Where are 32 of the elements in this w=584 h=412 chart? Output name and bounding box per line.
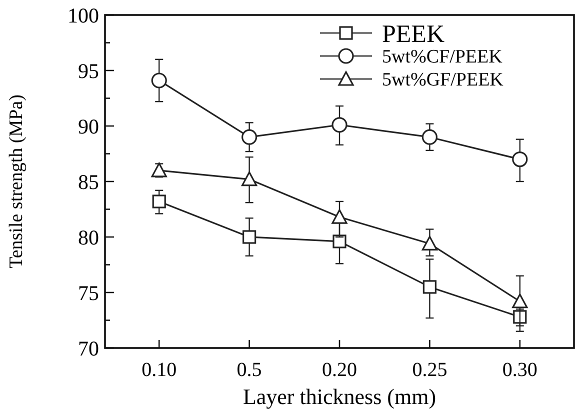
legend-label: 5wt%CF/PEEK xyxy=(382,46,503,68)
point xyxy=(332,234,346,248)
point xyxy=(152,194,166,208)
y-tick-label: 70 xyxy=(78,336,99,360)
point xyxy=(513,310,527,324)
point xyxy=(422,280,436,294)
x-tick-label: 0.10 xyxy=(142,359,177,381)
point xyxy=(242,171,258,186)
x-tick-label: 0.5 xyxy=(236,359,262,381)
y-tick-label: 90 xyxy=(78,114,99,138)
y-axis-title: Tensile strength (MPa) xyxy=(6,94,27,268)
y-tick-label: 85 xyxy=(78,170,99,194)
point xyxy=(242,230,256,244)
point xyxy=(422,236,438,250)
legend-label: PEEK xyxy=(382,20,444,48)
y-tick-label: 80 xyxy=(78,225,99,250)
point xyxy=(512,294,528,308)
y-tick-label: 100 xyxy=(68,3,99,28)
point xyxy=(422,129,438,145)
point xyxy=(332,117,348,133)
point xyxy=(151,72,167,88)
point xyxy=(512,152,528,168)
point xyxy=(242,129,258,145)
x-tick-label: 0.20 xyxy=(322,359,357,381)
y-tick-label: 75 xyxy=(78,280,99,305)
x-tick-label: 0.25 xyxy=(412,359,448,381)
x-axis-title: Layer thickness (mm) xyxy=(242,384,436,409)
y-tick-label: 95 xyxy=(78,58,99,83)
legend-label: 5wt%GF/PEEK xyxy=(382,70,504,91)
point xyxy=(151,162,167,178)
x-tick-label: 0.30 xyxy=(502,359,538,381)
point xyxy=(332,209,348,224)
